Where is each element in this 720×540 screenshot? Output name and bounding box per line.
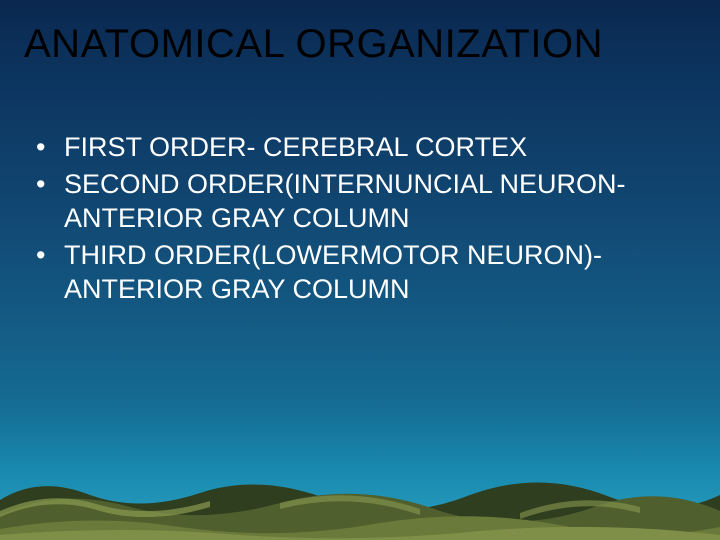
- bullet-marker-icon: •: [36, 238, 64, 273]
- slide-body: • FIRST ORDER- CEREBRAL CORTEX • SECOND …: [36, 130, 680, 309]
- slide: ANATOMICAL ORGANIZATION • FIRST ORDER- C…: [0, 0, 720, 540]
- bullet-item: • SECOND ORDER(INTERNUNCIAL NEURON- ANTE…: [36, 167, 680, 236]
- bullet-marker-icon: •: [36, 167, 64, 202]
- bullet-item: • FIRST ORDER- CEREBRAL CORTEX: [36, 130, 680, 165]
- bullet-marker-icon: •: [36, 130, 64, 165]
- ground-decoration: [0, 445, 720, 540]
- bullet-text: SECOND ORDER(INTERNUNCIAL NEURON- ANTERI…: [64, 167, 680, 236]
- slide-title: ANATOMICAL ORGANIZATION: [24, 22, 696, 67]
- bullet-item: • THIRD ORDER(LOWERMOTOR NEURON)- ANTERI…: [36, 238, 680, 307]
- bullet-text: THIRD ORDER(LOWERMOTOR NEURON)- ANTERIOR…: [64, 238, 680, 307]
- bullet-text: FIRST ORDER- CEREBRAL CORTEX: [64, 130, 680, 165]
